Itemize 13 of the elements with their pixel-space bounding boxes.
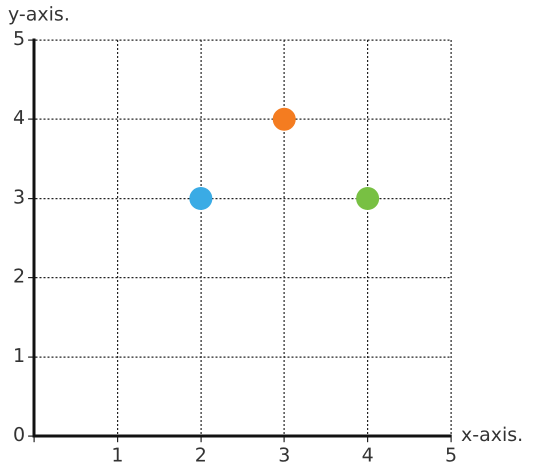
x-axis-title: x-axis. xyxy=(461,424,524,446)
y-tick-label: 4 xyxy=(12,107,26,130)
y-tick-label: 1 xyxy=(12,344,26,367)
y-tick-label: 0 xyxy=(12,424,26,446)
y-tick-label: 2 xyxy=(12,266,26,288)
y-axis-title: y-axis. xyxy=(8,3,70,26)
x-tick-label: 1 xyxy=(111,444,124,467)
x-tick-label: 3 xyxy=(278,444,290,467)
x-tick-label: 5 xyxy=(444,444,458,467)
y-tick-label: 5 xyxy=(12,28,26,50)
x-tick-label: 4 xyxy=(362,444,374,467)
y-tick-label: 3 xyxy=(12,186,26,208)
x-tick-label: 2 xyxy=(194,444,207,467)
